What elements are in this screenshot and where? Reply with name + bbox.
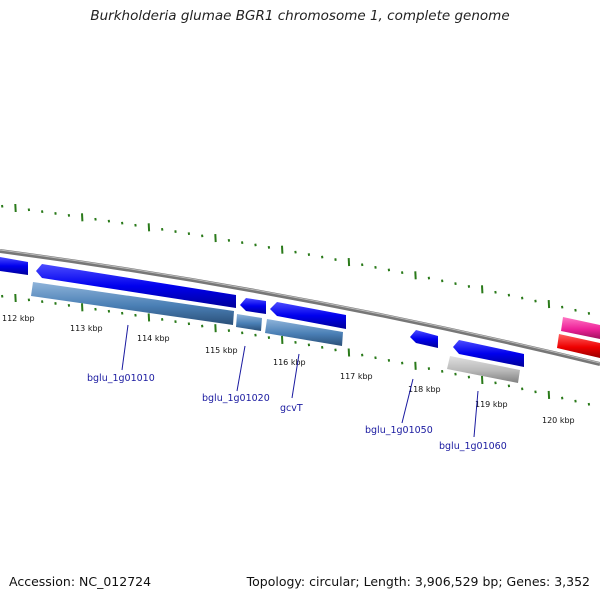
cds-arrow-red xyxy=(557,334,600,358)
map-title: Burkholderia glumae BGR1 chromosome 1, c… xyxy=(90,8,510,24)
cds-arrow-bglu-1g01060 xyxy=(453,340,524,367)
gene-label-bglu-1g01010[interactable]: bglu_1g01010 xyxy=(87,373,155,384)
kbp-label-119: 119 kbp xyxy=(475,400,508,409)
cds-arrow-gcvT xyxy=(270,302,346,329)
cds-arrow-bglu-1g01010 xyxy=(36,264,236,308)
kbp-label-120: 120 kbp xyxy=(542,416,575,425)
gene-label-bglu-1g01060[interactable]: bglu_1g01060 xyxy=(439,441,507,452)
gene-label-bglu-1g01020[interactable]: bglu_1g01020 xyxy=(202,393,270,404)
leader-line-bglu-1g01020 xyxy=(236,345,246,392)
kbp-label-114: 114 kbp xyxy=(137,334,170,343)
leader-line-gcvT xyxy=(291,353,300,399)
accession-label: Accession: NC_012724 xyxy=(9,574,152,589)
gene-label-gcvT[interactable]: gcvT xyxy=(280,403,303,414)
kbp-label-115: 115 kbp xyxy=(205,346,238,355)
gene-bar-bglu-1g01010 xyxy=(31,282,234,325)
kbp-label-112: 112 kbp xyxy=(2,314,35,323)
kbp-label-113: 113 kbp xyxy=(70,324,103,333)
kbp-label-118: 118 kbp xyxy=(408,385,441,394)
kbp-label-116: 116 kbp xyxy=(273,358,306,367)
kbp-label-117: 117 kbp xyxy=(340,372,373,381)
leader-line-bglu-1g01010 xyxy=(121,324,129,371)
gene-bar-gcvT xyxy=(265,319,343,346)
outer-tick-row xyxy=(1,203,591,315)
cds-arrow-forward-1 xyxy=(0,257,28,275)
gene-bar-bglu-1g01060 xyxy=(447,356,520,383)
genome-summary: Topology: circular; Length: 3,906,529 bp… xyxy=(246,574,590,589)
inner-tick-row xyxy=(1,293,591,406)
gene-label-bglu-1g01050[interactable]: bglu_1g01050 xyxy=(365,425,433,436)
genome-backbone xyxy=(0,249,600,366)
cds-arrow-bglu-1g01020 xyxy=(240,298,266,314)
leader-line-bglu-1g01050 xyxy=(401,378,414,424)
leader-line-bglu-1g01060 xyxy=(473,390,479,438)
gene-bar-bglu-1g01020 xyxy=(236,314,262,331)
cds-arrow-pink xyxy=(561,317,600,339)
cds-arrow-bglu-1g01050 xyxy=(410,330,438,348)
